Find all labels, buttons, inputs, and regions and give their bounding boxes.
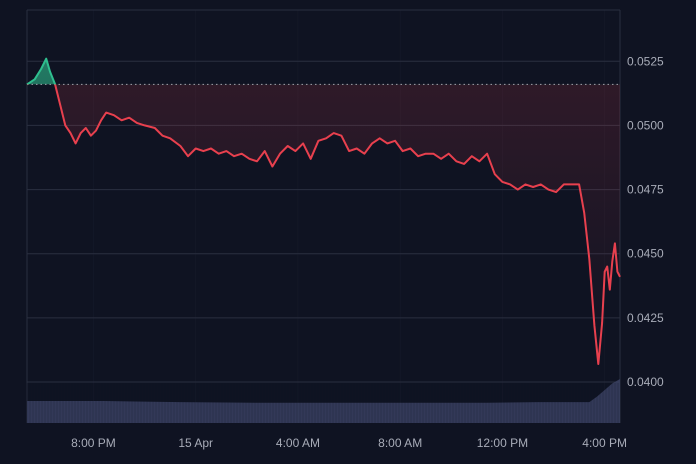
- y-axis-ticks: 0.0525 0.0500 0.0475 0.0450 0.0425 0.0400: [627, 54, 664, 389]
- x-axis-ticks: 8:00 PM 15 Apr 4:00 AM 8:00 AM 12:00 PM 4:00 …: [71, 436, 627, 450]
- x-tick-label: 4:00 PM: [582, 436, 627, 450]
- x-tick-label: 12:00 PM: [477, 436, 528, 450]
- x-tick-label: 8:00 PM: [71, 436, 116, 450]
- x-tick-label: 4:00 AM: [276, 436, 320, 450]
- volume-area: [27, 379, 620, 423]
- volume-bars: [26, 379, 620, 423]
- price-line: [26, 57, 621, 365]
- y-tick-label: 0.0425: [627, 311, 664, 325]
- x-tick-label: 8:00 AM: [378, 436, 422, 450]
- grid-lines: [26, 9, 621, 423]
- y-tick-label: 0.0450: [627, 247, 664, 261]
- y-tick-label: 0.0400: [627, 375, 664, 389]
- price-line-below: [26, 84, 621, 365]
- y-tick-label: 0.0525: [627, 54, 664, 68]
- area-below-baseline: [27, 84, 620, 364]
- x-tick-label: 15 Apr: [178, 436, 213, 450]
- price-area: [27, 58, 620, 364]
- y-tick-label: 0.0475: [627, 183, 664, 197]
- y-tick-label: 0.0500: [627, 118, 664, 132]
